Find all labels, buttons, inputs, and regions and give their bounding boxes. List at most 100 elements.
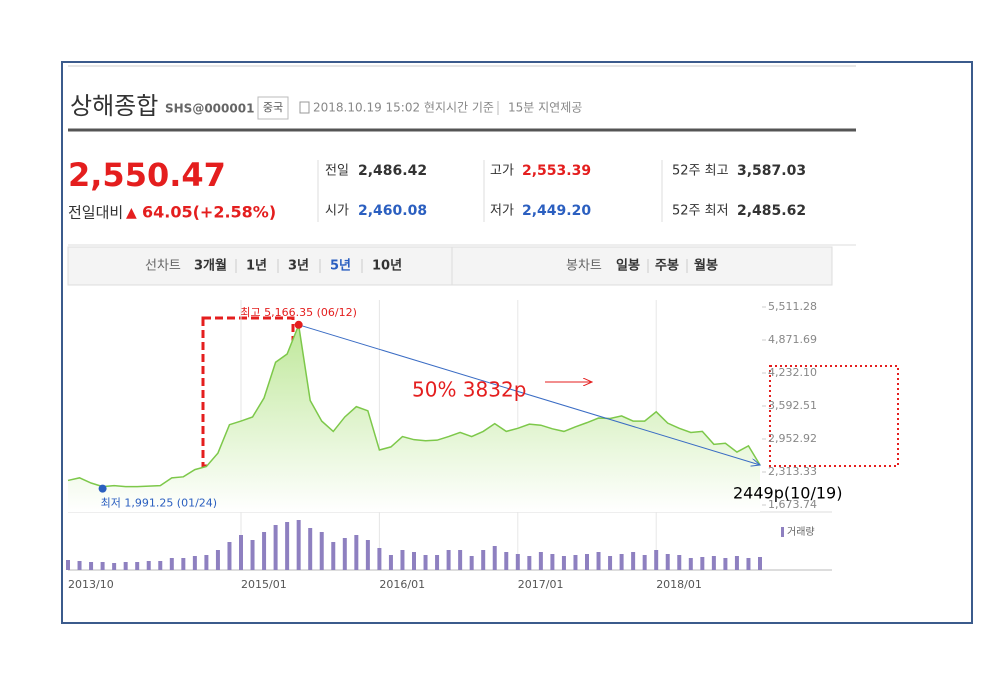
tab[interactable]: 주봉 — [655, 259, 679, 274]
change-arrow: ▲ — [126, 205, 137, 221]
y-tick-label: 4,232.10 — [768, 366, 817, 379]
volume-bar — [758, 557, 762, 570]
line — [67, 322, 761, 488]
volume-bar — [273, 525, 278, 570]
change-label: 전일대비 — [68, 204, 123, 222]
low-label: 최저 1,991.25 (01/24) — [101, 497, 218, 510]
volume-bar — [285, 522, 290, 570]
volume-bar — [135, 562, 140, 570]
volume-bar — [469, 556, 474, 570]
stat-value: 2,449.20 — [522, 203, 591, 219]
volume-bar — [412, 552, 416, 570]
tab-label: 봉차트 — [566, 259, 602, 274]
code: SHS@000001 — [165, 102, 254, 116]
y-tick-label: 2,313.33 — [768, 465, 817, 478]
stat-label: 전일 — [325, 164, 349, 179]
volume-bar — [642, 555, 647, 570]
tab[interactable]: 10년 — [372, 259, 402, 274]
volume-bar — [492, 546, 497, 570]
y-tick-label: 2,952.92 — [768, 432, 817, 445]
y-tick-label: 1,673.74 — [768, 498, 817, 511]
volume-bar — [619, 554, 624, 570]
volume-bar — [596, 552, 601, 570]
volume-bar — [631, 552, 636, 570]
volume-bar — [89, 562, 94, 570]
tab[interactable]: 3년 — [288, 259, 309, 274]
volume-bar — [239, 535, 243, 570]
volume-bar — [677, 555, 682, 570]
volume-bar — [215, 550, 220, 570]
volume-bar — [262, 532, 267, 570]
stat-label: 52주 최저 — [672, 204, 729, 219]
annotation: 50% 3832p — [412, 378, 526, 402]
trend-line — [298, 324, 760, 465]
volume-bar — [400, 550, 405, 570]
frame — [61, 61, 973, 624]
area — [68, 325, 760, 512]
country: 중국 — [263, 101, 283, 114]
stat-value: 2,485.62 — [737, 203, 806, 219]
volume-bar — [688, 558, 693, 570]
legend-swatch — [781, 527, 784, 537]
x-tick-label: 2017/01 — [518, 578, 564, 591]
stat-value: 2,553.39 — [522, 163, 591, 179]
volume-bar — [654, 550, 659, 570]
stat-label: 52주 최고 — [672, 164, 729, 179]
volume-bar — [711, 556, 716, 570]
title: 상해종합 — [70, 92, 158, 120]
tab[interactable]: 1년 — [246, 259, 267, 274]
y-tick-label: 4,871.69 — [768, 333, 817, 346]
volume-bar — [77, 561, 82, 570]
stat-value: 3,587.03 — [737, 163, 806, 179]
volume-bar — [746, 558, 751, 570]
stat-value: 2,486.42 — [358, 163, 427, 179]
tab-label: 선차트 — [145, 259, 181, 274]
volume-bar — [192, 556, 197, 570]
x-tick-label: 2013/10 — [68, 578, 114, 591]
volume-bar — [169, 558, 174, 570]
volume-bar — [527, 556, 532, 570]
volume-bar — [435, 555, 440, 570]
y-tick-label: 3,592.51 — [768, 399, 817, 412]
volume-bar — [723, 558, 728, 570]
volume-bar — [458, 550, 463, 570]
volume-bar — [734, 556, 739, 570]
low-marker — [98, 484, 107, 493]
annotation: 2449p(10/19) — [733, 484, 842, 503]
stat-label: 시가 — [325, 204, 349, 219]
volume-bar — [112, 563, 117, 570]
volume-bar — [308, 528, 313, 570]
timestamp: 2018.10.19 15:02 현지시간 기준 — [313, 101, 494, 115]
volume-bar — [365, 540, 370, 570]
high-label: 최고 5,166.35 (06/12) — [240, 306, 357, 319]
clock-icon — [299, 101, 310, 114]
tab[interactable]: 월봉 — [694, 258, 718, 274]
stat-label: 고가 — [490, 164, 514, 179]
volume-bar — [181, 558, 186, 570]
volume-bar — [377, 548, 382, 570]
volume-bar — [561, 556, 566, 570]
volume-bar — [354, 535, 359, 570]
volume-bar — [250, 540, 255, 570]
tab[interactable]: 3개월 — [194, 258, 227, 274]
dotted-box — [769, 365, 899, 467]
tab-bar — [67, 246, 833, 286]
volume-bar — [296, 520, 301, 570]
price: 2,550.47 — [68, 156, 226, 194]
volume-bar — [123, 562, 128, 570]
tab[interactable]: 일봉 — [616, 259, 640, 274]
x-tick-label: 2016/01 — [379, 578, 425, 591]
volume-bar — [342, 538, 347, 570]
volume-bar — [665, 554, 670, 570]
volume-bar — [585, 554, 589, 570]
volume-bar — [608, 556, 613, 570]
volume-bar — [550, 554, 555, 570]
volume-bar — [504, 552, 509, 570]
stat-label: 저가 — [490, 204, 514, 219]
tab[interactable]: 5년 — [330, 259, 351, 274]
stat-value: 2,460.08 — [358, 203, 427, 219]
volume-bar — [700, 557, 705, 570]
volume-bar — [538, 552, 543, 570]
